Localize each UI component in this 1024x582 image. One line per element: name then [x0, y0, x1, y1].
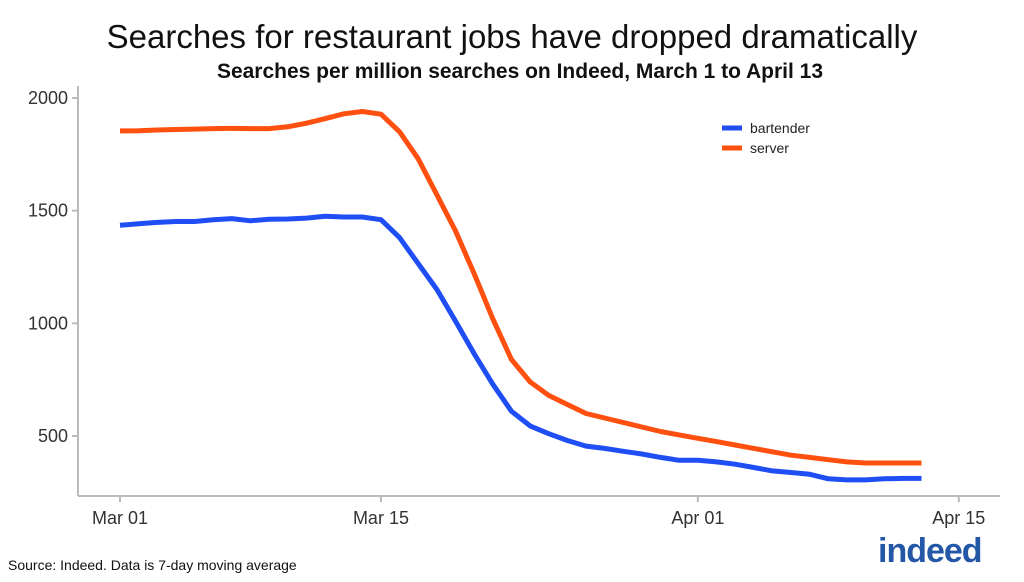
series-line-bartender	[119, 213, 922, 483]
legend-label-bartender: bartender	[750, 120, 810, 136]
y-tick-label: 1500	[28, 201, 68, 221]
x-tick-label: Apr 15	[932, 508, 985, 528]
y-tick-label: 500	[38, 426, 68, 446]
series-line-server	[119, 109, 922, 466]
y-tick-label: 2000	[28, 88, 68, 108]
chart-title: Searches for restaurant jobs have droppe…	[106, 18, 918, 55]
x-tick-label: Mar 15	[353, 508, 409, 528]
chart-subtitle: Searches per million searches on Indeed,…	[216, 60, 824, 83]
x-tick-label: Apr 01	[671, 508, 724, 528]
indeed-logo: indeed	[878, 532, 983, 570]
source-note: Source: Indeed. Data is 7-day moving ave…	[8, 557, 297, 573]
x-tick-label: Mar 01	[92, 508, 148, 528]
legend-label-server: server	[750, 140, 789, 156]
y-tick-label: 1000	[28, 313, 68, 333]
